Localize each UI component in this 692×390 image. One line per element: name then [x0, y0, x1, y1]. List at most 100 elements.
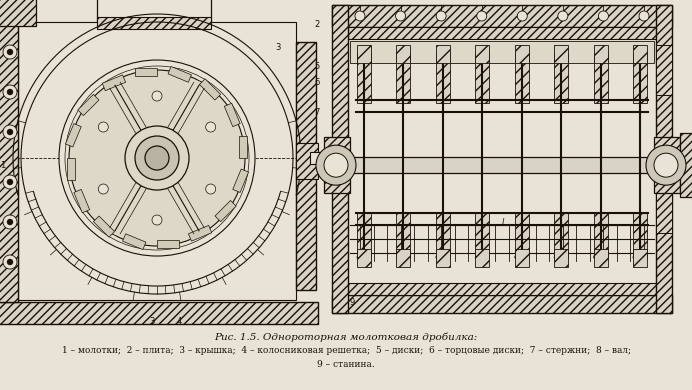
Circle shape [646, 145, 686, 185]
Polygon shape [93, 216, 115, 237]
Bar [515, 213, 529, 258]
Text: 2: 2 [314, 20, 319, 29]
Bar [594, 213, 608, 258]
Bar [436, 249, 450, 267]
Circle shape [518, 11, 527, 21]
Circle shape [7, 89, 13, 95]
Bar [357, 53, 371, 103]
Text: 6: 6 [314, 78, 320, 87]
Bar [18, 22, 296, 300]
Text: Рис. 1.5. Однороторная молотковая дробилка:: Рис. 1.5. Однороторная молотковая дробил… [215, 332, 477, 342]
Bar [348, 283, 656, 295]
Bar [350, 157, 654, 173]
Circle shape [125, 126, 189, 190]
Text: 1 – молотки;  2 – плита;  3 – крышка;  4 – колосниковая решетка;  5 – диски;  6 : 1 – молотки; 2 – плита; 3 – крышка; 4 – … [62, 346, 630, 355]
Bar [357, 249, 371, 267]
Bar [633, 213, 647, 258]
Bar [515, 249, 529, 267]
Polygon shape [224, 103, 240, 127]
Text: 4: 4 [177, 317, 182, 326]
Bar [656, 5, 672, 313]
Bar [332, 5, 672, 27]
Bar [656, 45, 672, 95]
Circle shape [3, 215, 17, 229]
Bar [554, 53, 568, 103]
Bar [680, 133, 692, 197]
Bar [296, 42, 316, 290]
Bar [475, 213, 489, 258]
Polygon shape [168, 66, 192, 82]
Circle shape [206, 184, 216, 194]
Bar [332, 295, 672, 313]
Circle shape [477, 11, 486, 21]
Bar [0, 12, 18, 302]
Polygon shape [157, 240, 179, 248]
Circle shape [98, 184, 109, 194]
Bar [350, 41, 654, 63]
Circle shape [7, 259, 13, 265]
Bar [436, 53, 450, 103]
Bar [680, 157, 692, 173]
Text: 3: 3 [149, 317, 154, 326]
Circle shape [3, 45, 17, 59]
Circle shape [7, 49, 13, 55]
Text: 8: 8 [314, 168, 320, 177]
Bar [397, 213, 410, 258]
Bar [98, 0, 210, 22]
Polygon shape [233, 169, 248, 192]
Bar [515, 53, 529, 103]
Bar [310, 152, 334, 164]
Text: 9 – станина.: 9 – станина. [317, 360, 375, 369]
Bar [475, 45, 489, 63]
Circle shape [135, 136, 179, 180]
Bar [633, 45, 647, 63]
Bar [0, 0, 36, 26]
Text: 1: 1 [0, 161, 6, 170]
Bar [515, 45, 529, 63]
Polygon shape [78, 94, 99, 115]
Bar [656, 183, 672, 233]
Bar [0, 302, 318, 324]
Polygon shape [74, 190, 90, 213]
Bar [594, 45, 608, 63]
Circle shape [436, 11, 446, 21]
Circle shape [396, 11, 406, 21]
Circle shape [152, 91, 162, 101]
Circle shape [7, 219, 13, 225]
Bar [633, 53, 647, 103]
Bar [348, 39, 656, 295]
Bar [332, 5, 348, 313]
Circle shape [639, 11, 649, 21]
Circle shape [7, 129, 13, 135]
Circle shape [98, 122, 109, 132]
Polygon shape [239, 136, 247, 158]
Bar [436, 45, 450, 63]
Bar [397, 53, 410, 103]
Polygon shape [188, 225, 212, 241]
Polygon shape [135, 68, 157, 76]
Text: 7: 7 [314, 108, 320, 117]
Circle shape [558, 11, 568, 21]
Bar [348, 27, 656, 39]
Bar [98, 17, 210, 29]
Polygon shape [67, 158, 75, 180]
Bar [436, 213, 450, 258]
Circle shape [59, 60, 255, 256]
Bar [554, 45, 568, 63]
Bar [554, 249, 568, 267]
Circle shape [316, 145, 356, 185]
Circle shape [3, 85, 17, 99]
Circle shape [654, 153, 678, 177]
Bar [357, 45, 371, 63]
Polygon shape [66, 124, 81, 147]
Bar [554, 213, 568, 258]
Circle shape [7, 179, 13, 185]
Bar [594, 53, 608, 103]
Circle shape [69, 70, 245, 246]
Polygon shape [199, 79, 221, 100]
Polygon shape [215, 200, 236, 222]
Circle shape [324, 153, 348, 177]
Circle shape [145, 146, 169, 170]
Bar [296, 143, 318, 179]
Bar [475, 53, 489, 103]
